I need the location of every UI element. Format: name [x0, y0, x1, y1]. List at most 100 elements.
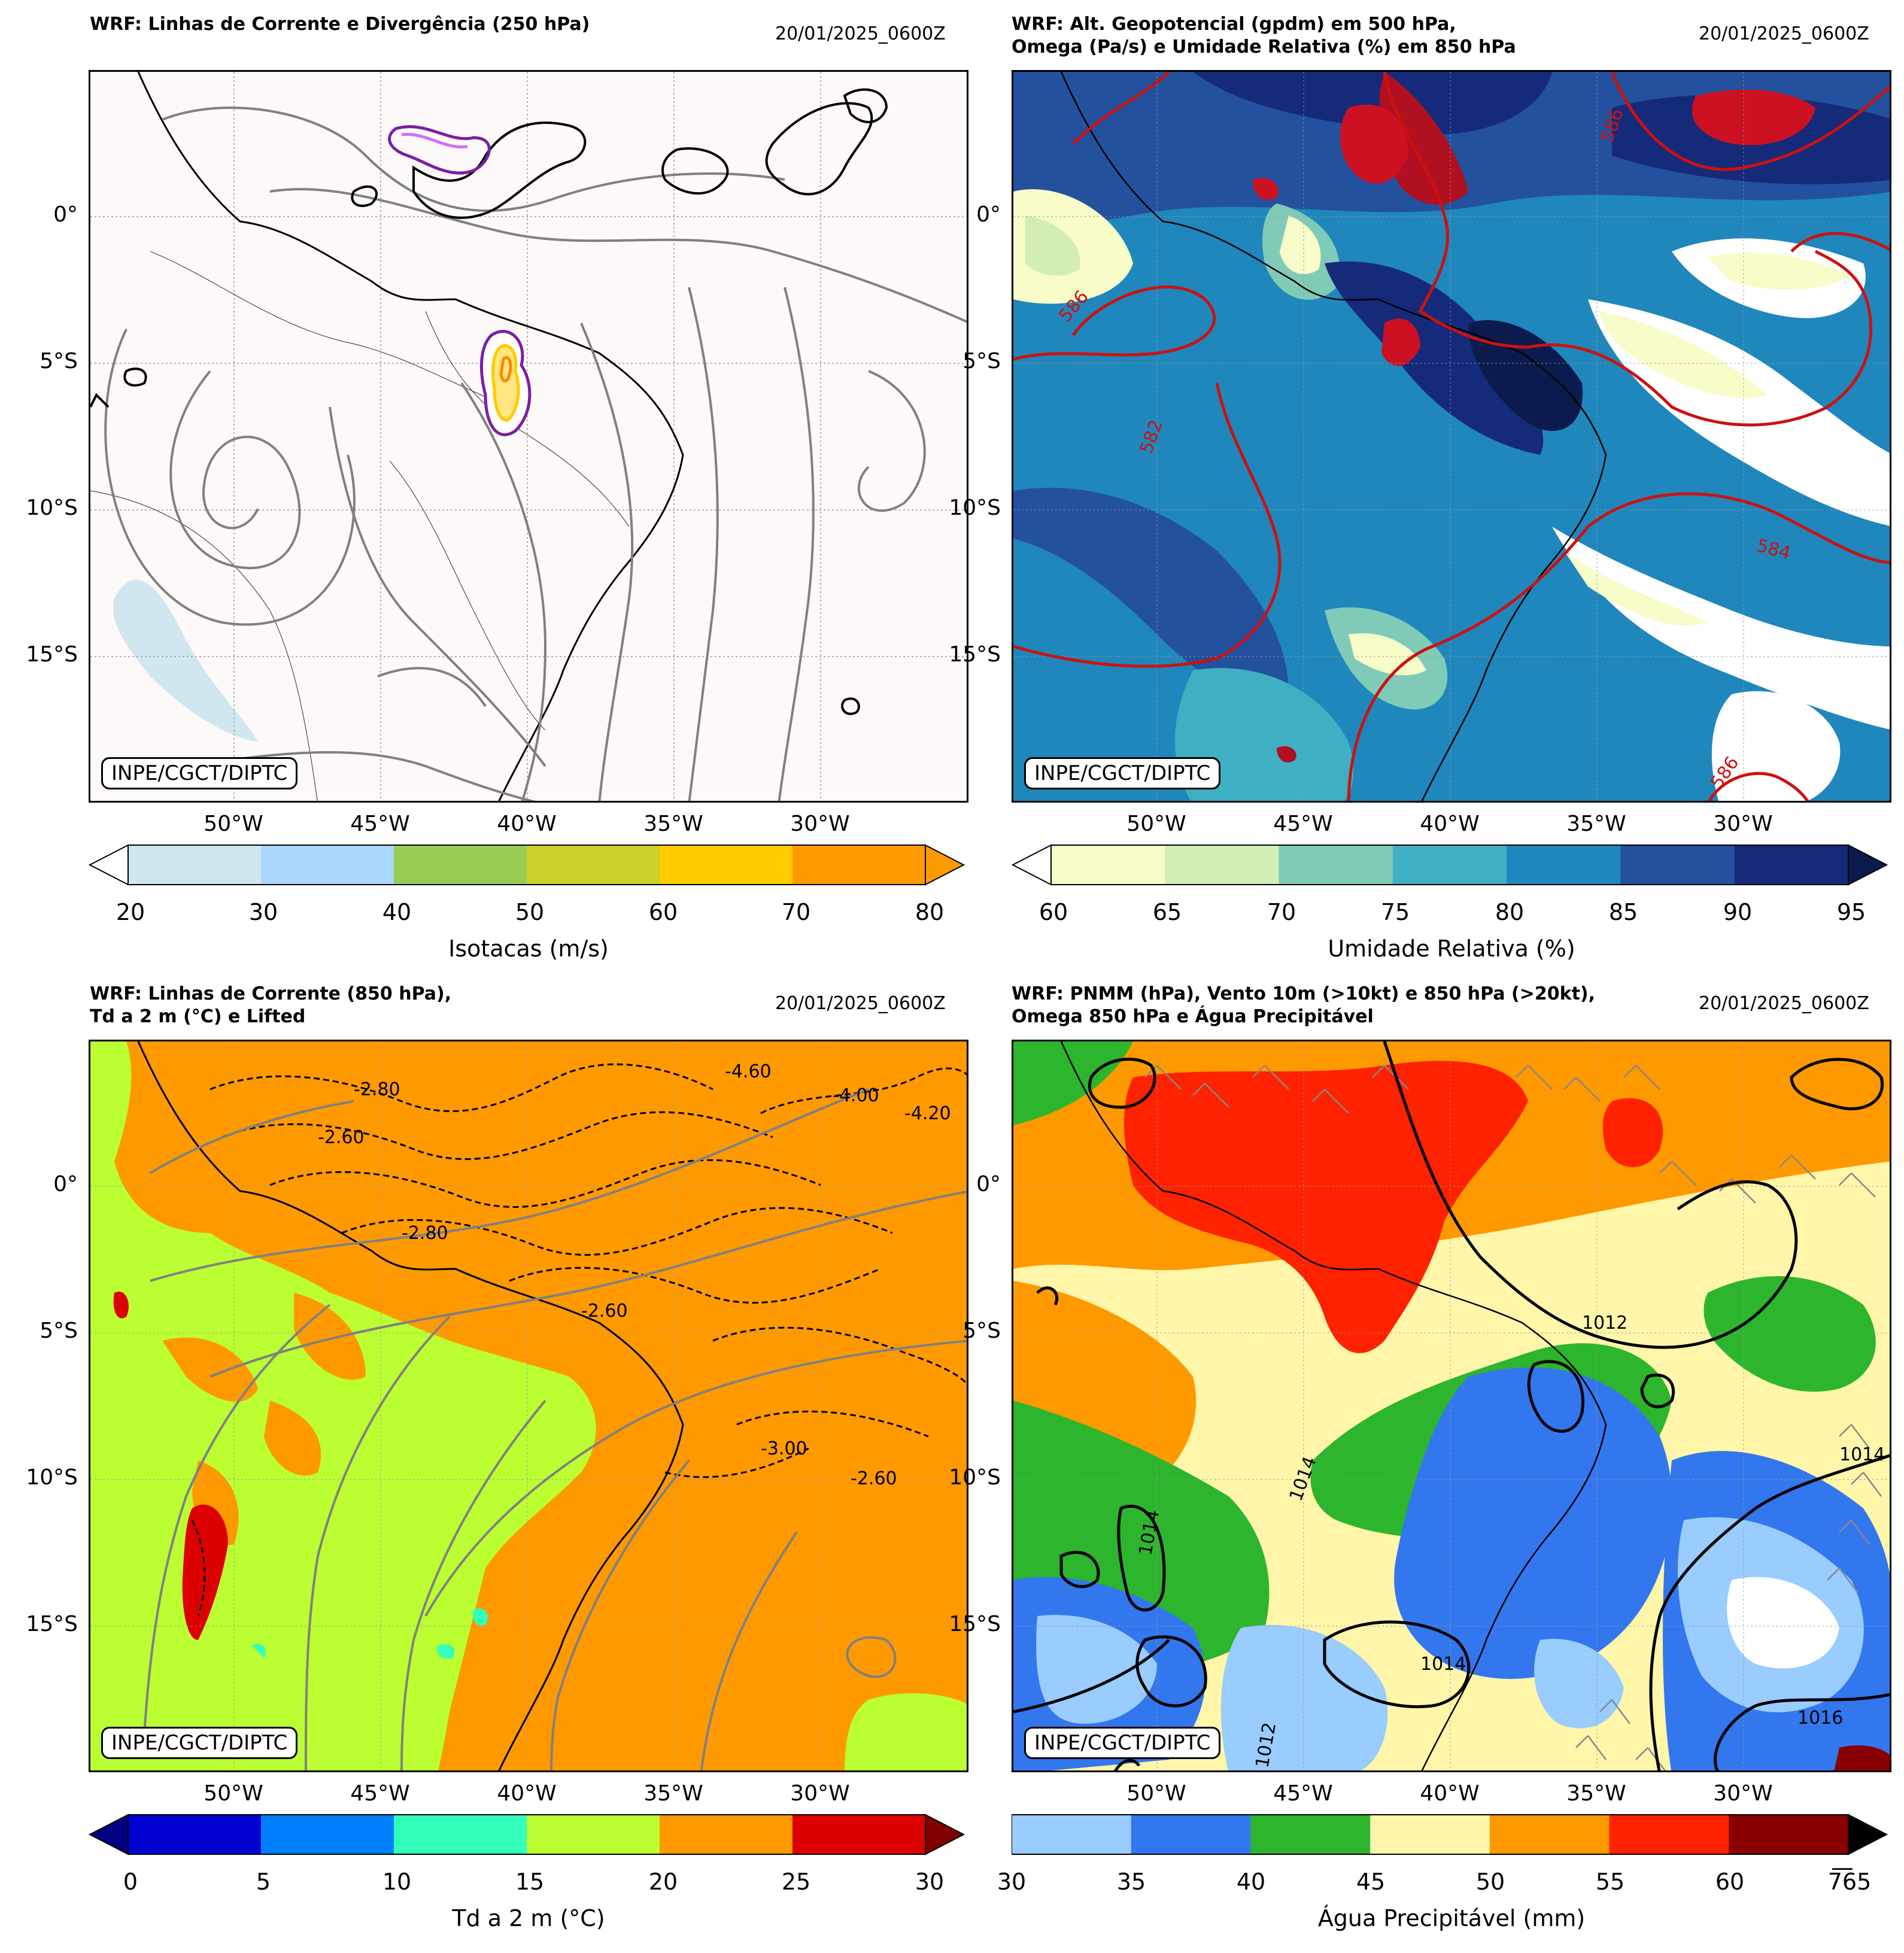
lon-label: 45°W	[1273, 1781, 1333, 1806]
colorbar-segment	[1051, 845, 1165, 885]
lon-label: 35°W	[1566, 1781, 1626, 1806]
tick-label: 35	[1116, 1869, 1146, 1895]
credit-badge: INPE/CGCT/DIPTC	[1024, 757, 1221, 789]
lat-label: 0°	[53, 1172, 78, 1196]
colorbar-segment	[1507, 845, 1621, 885]
lon-label: 45°W	[350, 812, 410, 836]
colorbar-outline	[127, 1814, 926, 1855]
tick-label: 40	[1236, 1869, 1266, 1895]
lon-label: 40°W	[1420, 812, 1480, 836]
tick-label: 80	[915, 899, 945, 925]
colorbar-outline	[1050, 845, 1849, 885]
colorbar-segment	[1370, 1815, 1490, 1854]
tick-label: 95	[1836, 899, 1866, 925]
panel-title: WRF: Linhas de Corrente (850 hPa), Td a …	[90, 983, 452, 1027]
lon-label: 50°W	[1126, 1781, 1186, 1806]
tick-label: 20	[116, 899, 145, 925]
map-area[interactable]: -2.80 -2.60 -2.80 -4.60 -4.00 -4.20 -3.0…	[89, 1040, 968, 1772]
tick-label: 30	[248, 899, 278, 925]
contour-label: -2.60	[318, 1127, 365, 1148]
colorbar-segment	[1734, 845, 1849, 885]
lat-label: 10°S	[949, 1465, 1001, 1490]
colorbar-segment	[1250, 1815, 1371, 1854]
lat-label: 5°S	[962, 1319, 1001, 1343]
tick-label: 85	[1608, 899, 1638, 925]
lat-label: 0°	[53, 202, 78, 227]
panel-date: 20/01/2025_0600Z	[1699, 23, 1869, 44]
colorbar-segment	[1279, 845, 1393, 885]
colorbar-extend-left	[1012, 844, 1052, 886]
contour-label: -3.00	[761, 1438, 807, 1459]
colorbar	[1012, 844, 1888, 886]
colorbar-segment	[1012, 1815, 1132, 1854]
colorbar-segment	[1165, 845, 1280, 885]
colorbar-segment	[1609, 1815, 1729, 1854]
lon-label: 30°W	[1713, 1781, 1773, 1806]
lon-label: 30°W	[1713, 812, 1773, 836]
colorbar-label: Água Precipitável (mm)	[1317, 1905, 1586, 1931]
lat-label: 15°S	[949, 1612, 1001, 1636]
colorbar	[89, 844, 965, 886]
colorbar-segment	[128, 1815, 262, 1854]
lon-label: 40°W	[1420, 1781, 1480, 1806]
map-area[interactable]: 586 584 582 586 586 INPE/CGCT/DIPTC	[1012, 70, 1891, 803]
colorbar	[1012, 1814, 1888, 1855]
lon-label: 35°W	[1566, 812, 1626, 836]
contour-label: -2.80	[402, 1223, 448, 1244]
colorbar-segment	[527, 845, 660, 885]
colorbar-segment	[792, 845, 926, 885]
contour-label: -4.00	[833, 1085, 879, 1106]
contour-label: -4.60	[725, 1061, 772, 1082]
lat-label: 5°S	[40, 1319, 78, 1343]
colorbar	[89, 1814, 965, 1855]
tick-label: 80	[1495, 899, 1525, 925]
lon-label: 35°W	[643, 812, 703, 836]
colorbar-segment	[527, 1815, 660, 1854]
colorbar-extend-right	[925, 1814, 965, 1855]
panel-date: 20/01/2025_0600Z	[1699, 993, 1869, 1014]
colorbar-segment	[660, 845, 793, 885]
lat-label: 5°S	[962, 349, 1001, 373]
colorbar-segment	[128, 845, 262, 885]
colorbar-segment	[660, 1815, 793, 1854]
lat-label: 10°S	[949, 496, 1001, 520]
lat-label: 15°S	[26, 642, 78, 667]
lon-label: 50°W	[204, 812, 263, 836]
tick-label: 55	[1595, 1869, 1625, 1895]
credit-badge: INPE/CGCT/DIPTC	[101, 1727, 298, 1759]
contour-label: 1014	[1839, 1444, 1885, 1465]
panel-title: WRF: Alt. Geopotencial (gpdm) em 500 hPa…	[1012, 14, 1516, 57]
lon-label: 40°W	[497, 812, 557, 836]
colorbar-extend-left	[89, 844, 129, 886]
colorbar-extend-right	[925, 844, 965, 886]
colorbar-extend-right	[1848, 1814, 1888, 1855]
tick-label: 65	[1152, 899, 1182, 925]
map-area[interactable]: INPE/CGCT/DIPTC	[89, 70, 968, 803]
tick-label: 25	[781, 1869, 811, 1895]
colorbar-extend-right	[1848, 844, 1888, 886]
colorbar-segment	[394, 845, 527, 885]
lon-label: 50°W	[204, 1781, 263, 1806]
tick-label: 60	[648, 899, 678, 925]
colorbar-label: Isotacas (m/s)	[448, 936, 609, 962]
contour-label: 1012	[1582, 1313, 1627, 1334]
lat-label: 10°S	[26, 1465, 78, 1490]
contour-label: 1016	[1797, 1708, 1843, 1729]
lat-label: 0°	[976, 1172, 1001, 1196]
contour-label: -2.60	[581, 1301, 628, 1322]
contour-label: -4.20	[904, 1103, 951, 1124]
colorbar-segment	[394, 1815, 527, 1854]
map-area[interactable]: 1012 1014 1014 1014 1014 1016 1012 INPE/…	[1012, 1040, 1891, 1772]
lat-label: 5°S	[40, 349, 78, 373]
colorbar-segment	[261, 845, 394, 885]
colorbar-segment	[1489, 1815, 1610, 1854]
credit-badge: INPE/CGCT/DIPTC	[1024, 1727, 1221, 1759]
contour-label: 1014	[1420, 1654, 1466, 1675]
tick-label: 50	[1475, 1869, 1505, 1895]
colorbar-outline	[127, 845, 926, 885]
tick-label: 60	[1038, 899, 1068, 925]
tick-label: 5	[256, 1869, 271, 1895]
tick-label: 60	[1715, 1869, 1745, 1895]
lon-label: 50°W	[1126, 812, 1186, 836]
tick-label: 70	[781, 899, 811, 925]
